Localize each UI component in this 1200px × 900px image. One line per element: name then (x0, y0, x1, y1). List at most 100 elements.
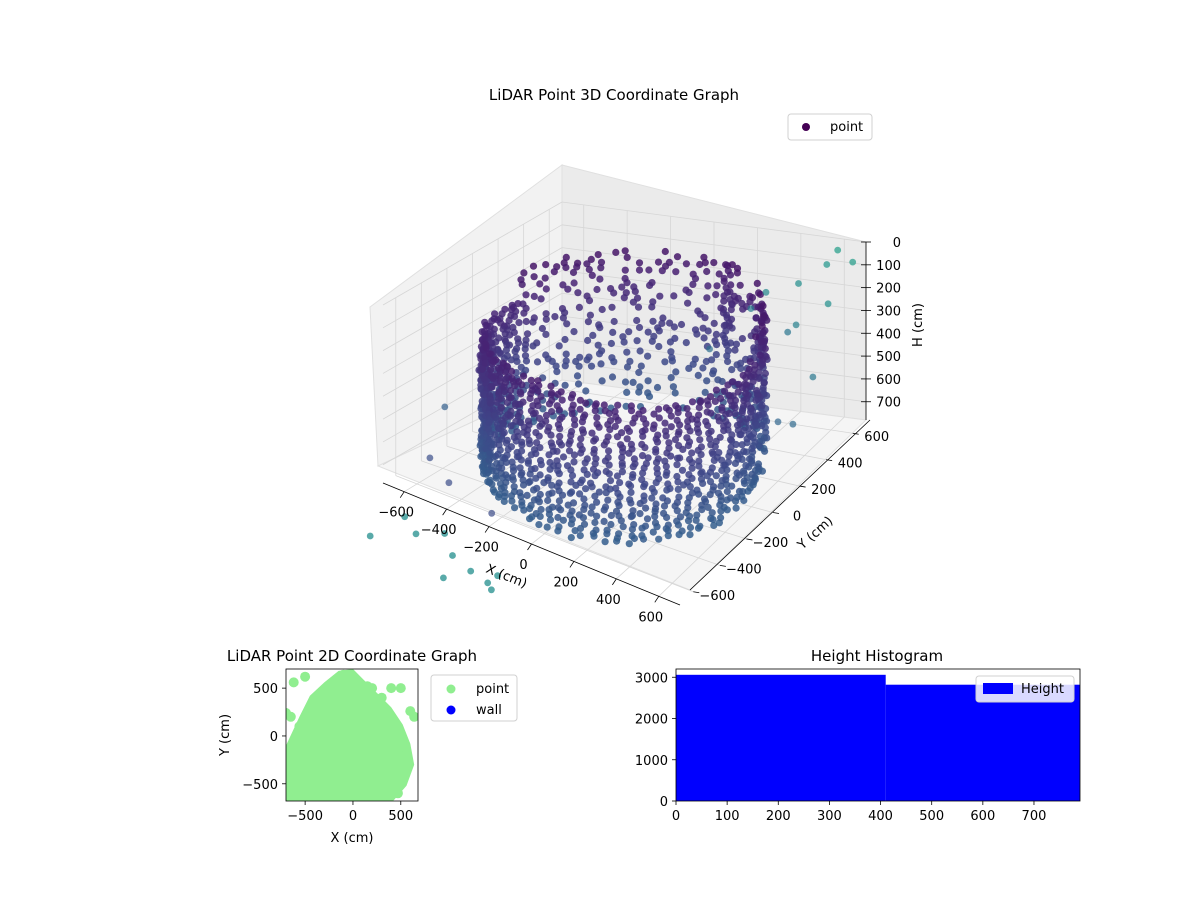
point-3d (586, 311, 595, 319)
point-3d (721, 338, 729, 347)
point-3d (589, 331, 597, 339)
point-3d (536, 422, 544, 430)
point-3d (603, 530, 611, 538)
point-3d (576, 490, 584, 498)
point-3d (740, 396, 748, 405)
point-3d (566, 489, 574, 497)
point-3d (732, 504, 740, 512)
point-3d (547, 382, 555, 390)
point-3d (759, 329, 767, 337)
point-3d (573, 263, 581, 271)
point-3d (717, 394, 725, 403)
point-3d (588, 483, 596, 491)
point-3d (567, 431, 575, 439)
z-tick-label: 400 (876, 327, 901, 342)
point-3d (508, 497, 516, 505)
point-3d (488, 317, 496, 325)
point-3d (537, 295, 545, 303)
chart-3d-title: LiDAR Point 3D Coordinate Graph (489, 86, 739, 104)
point-3d (616, 479, 624, 487)
outlier-point-3d (774, 418, 782, 426)
point-3d (667, 348, 675, 356)
point-3d (711, 397, 719, 405)
point-3d (636, 509, 644, 518)
point-3d (686, 483, 694, 491)
point-3d (644, 352, 652, 360)
outlier-point-3d (449, 552, 456, 559)
point-3d (591, 518, 599, 527)
point-3d (532, 450, 540, 458)
point-3d (529, 318, 537, 326)
point-3d (742, 389, 750, 398)
point-3d (712, 472, 720, 480)
point-3d (709, 450, 717, 458)
point-3d (637, 362, 645, 370)
point-3d (517, 456, 526, 464)
point-3d (613, 537, 621, 545)
point-3d (701, 314, 709, 322)
point-3d (598, 305, 606, 314)
point-3d (747, 408, 755, 416)
grid-z-side (382, 224, 563, 329)
x-tick-mark (399, 491, 405, 498)
y-tick-label: 500 (253, 682, 278, 697)
point-3d (529, 262, 538, 270)
point-3d (761, 369, 770, 378)
point-3d (487, 366, 495, 374)
point-3d (607, 520, 615, 529)
point-3d (655, 342, 663, 351)
x-tick-label: −600 (378, 506, 414, 521)
point-3d (542, 330, 550, 338)
outlier-point-3d (366, 532, 374, 540)
point-3d (688, 459, 696, 467)
point-3d (547, 391, 556, 399)
point-3d (610, 358, 618, 366)
point-3d (582, 399, 590, 407)
point-3d (704, 421, 712, 430)
legend-swatch-height (983, 683, 1013, 694)
point-3d (534, 387, 542, 395)
x-tick-label: 600 (970, 809, 995, 824)
point-3d (554, 527, 562, 535)
point-3d (758, 322, 766, 330)
point-3d (661, 358, 669, 366)
point-3d (506, 412, 515, 420)
point-3d (741, 479, 749, 488)
point-3d (688, 398, 697, 406)
point-3d (530, 292, 538, 300)
point-3d (608, 373, 617, 381)
histogram-title: Height Histogram (811, 647, 943, 665)
chart-2d-y-ticks: 500 0 −500 (242, 682, 286, 793)
point-3d (636, 347, 644, 355)
point-3d (610, 317, 618, 326)
y-tick-mark (852, 432, 859, 435)
point-3d (704, 282, 712, 290)
point-2d (300, 671, 311, 682)
point-3d (641, 444, 649, 452)
point-3d (506, 387, 515, 395)
point-2d (294, 721, 305, 732)
point-3d (720, 277, 728, 286)
point-3d (563, 320, 571, 328)
z-tick-label: 500 (876, 350, 901, 365)
x-tick-label: 300 (817, 809, 842, 824)
point-3d (685, 364, 693, 372)
point-3d (674, 478, 682, 486)
point-3d (757, 338, 766, 346)
x-tick-label: 500 (919, 809, 944, 824)
outlier-point-3d (467, 567, 475, 575)
point-3d (553, 368, 561, 376)
point-3d (623, 435, 631, 443)
point-3d (575, 362, 583, 370)
point-3d (618, 453, 626, 461)
point-3d (577, 449, 585, 457)
point-3d (559, 281, 567, 289)
point-3d (651, 512, 659, 521)
point-3d (489, 406, 497, 414)
y-tick-label: 2000 (635, 713, 668, 728)
point-3d (583, 470, 591, 478)
point-3d (648, 494, 656, 502)
point-3d (752, 396, 760, 404)
point-3d (693, 330, 701, 338)
